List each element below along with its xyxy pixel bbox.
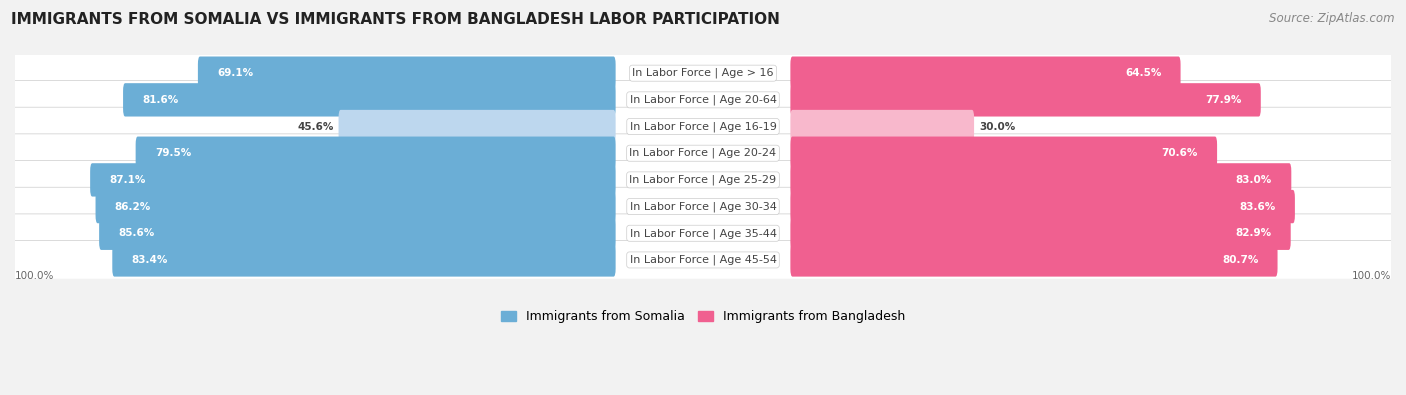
FancyBboxPatch shape xyxy=(135,137,616,170)
FancyBboxPatch shape xyxy=(13,160,1393,199)
Text: In Labor Force | Age 45-54: In Labor Force | Age 45-54 xyxy=(630,255,776,265)
Text: 80.7%: 80.7% xyxy=(1222,255,1258,265)
FancyBboxPatch shape xyxy=(790,163,1291,197)
Text: 64.5%: 64.5% xyxy=(1125,68,1161,78)
FancyBboxPatch shape xyxy=(90,163,616,197)
Text: In Labor Force | Age 20-64: In Labor Force | Age 20-64 xyxy=(630,95,776,105)
Text: 100.0%: 100.0% xyxy=(1351,271,1391,282)
Text: Source: ZipAtlas.com: Source: ZipAtlas.com xyxy=(1270,12,1395,25)
Text: 77.9%: 77.9% xyxy=(1205,95,1241,105)
FancyBboxPatch shape xyxy=(790,56,1181,90)
Text: 82.9%: 82.9% xyxy=(1236,228,1271,238)
Text: 86.2%: 86.2% xyxy=(115,201,150,212)
FancyBboxPatch shape xyxy=(790,243,1278,276)
FancyBboxPatch shape xyxy=(790,110,974,143)
FancyBboxPatch shape xyxy=(790,83,1261,117)
Text: 79.5%: 79.5% xyxy=(155,148,191,158)
Text: 83.6%: 83.6% xyxy=(1239,201,1275,212)
Text: 69.1%: 69.1% xyxy=(217,68,253,78)
FancyBboxPatch shape xyxy=(339,110,616,143)
Text: 83.4%: 83.4% xyxy=(132,255,167,265)
FancyBboxPatch shape xyxy=(13,214,1393,252)
FancyBboxPatch shape xyxy=(198,56,616,90)
FancyBboxPatch shape xyxy=(112,243,616,276)
Text: 83.0%: 83.0% xyxy=(1236,175,1272,185)
Text: In Labor Force | Age 20-24: In Labor Force | Age 20-24 xyxy=(630,148,776,158)
Text: In Labor Force | Age 30-34: In Labor Force | Age 30-34 xyxy=(630,201,776,212)
Text: 81.6%: 81.6% xyxy=(142,95,179,105)
Text: In Labor Force | Age 25-29: In Labor Force | Age 25-29 xyxy=(630,175,776,185)
Text: In Labor Force | Age > 16: In Labor Force | Age > 16 xyxy=(633,68,773,79)
Text: 70.6%: 70.6% xyxy=(1161,148,1198,158)
Text: In Labor Force | Age 16-19: In Labor Force | Age 16-19 xyxy=(630,121,776,132)
FancyBboxPatch shape xyxy=(13,134,1393,173)
Text: 30.0%: 30.0% xyxy=(979,122,1015,132)
Text: 100.0%: 100.0% xyxy=(15,271,55,282)
Text: 87.1%: 87.1% xyxy=(110,175,146,185)
Text: 45.6%: 45.6% xyxy=(297,122,333,132)
Text: IMMIGRANTS FROM SOMALIA VS IMMIGRANTS FROM BANGLADESH LABOR PARTICIPATION: IMMIGRANTS FROM SOMALIA VS IMMIGRANTS FR… xyxy=(11,12,780,27)
FancyBboxPatch shape xyxy=(13,54,1393,92)
FancyBboxPatch shape xyxy=(790,216,1291,250)
FancyBboxPatch shape xyxy=(13,107,1393,146)
FancyBboxPatch shape xyxy=(100,216,616,250)
FancyBboxPatch shape xyxy=(790,190,1295,223)
FancyBboxPatch shape xyxy=(96,190,616,223)
FancyBboxPatch shape xyxy=(13,241,1393,279)
Legend: Immigrants from Somalia, Immigrants from Bangladesh: Immigrants from Somalia, Immigrants from… xyxy=(496,305,910,328)
FancyBboxPatch shape xyxy=(13,81,1393,119)
Text: In Labor Force | Age 35-44: In Labor Force | Age 35-44 xyxy=(630,228,776,239)
Text: 85.6%: 85.6% xyxy=(118,228,155,238)
FancyBboxPatch shape xyxy=(124,83,616,117)
FancyBboxPatch shape xyxy=(13,187,1393,226)
FancyBboxPatch shape xyxy=(790,137,1218,170)
